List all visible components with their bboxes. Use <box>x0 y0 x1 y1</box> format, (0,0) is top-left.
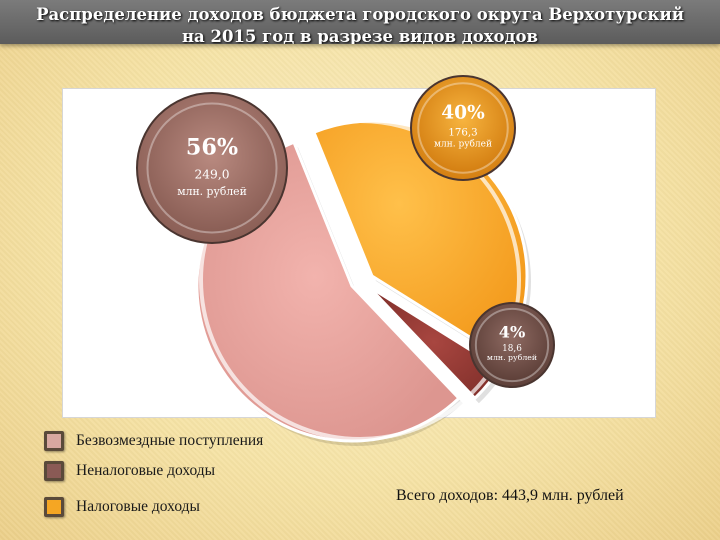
slice-percent-label: 40% <box>441 103 485 124</box>
legend-label: Безвозмездные поступления <box>76 432 264 449</box>
legend-swatch <box>44 431 64 451</box>
bubble-core <box>146 102 278 234</box>
slice-percent-label: 56% <box>186 135 238 161</box>
pie-slices <box>195 119 531 446</box>
slice-unit-label: млн. рублей <box>434 139 492 150</box>
title-bar: Распределение доходов бюджета городского… <box>0 0 720 44</box>
pie-rim <box>199 119 521 441</box>
bubble-core <box>417 82 509 174</box>
legend-swatch <box>44 461 64 481</box>
page-title: Распределение доходов бюджета городского… <box>36 5 684 44</box>
slice-value-label: 176,3 <box>448 127 477 138</box>
legend-label: Налоговые доходы <box>76 498 200 515</box>
legend-item-nontax: Неналоговые доходы <box>44 460 215 482</box>
legend-item-tax: Налоговые доходы <box>44 496 200 518</box>
legend-label: Неналоговые доходы <box>76 462 216 479</box>
slice-percent-label: 4% <box>499 322 526 341</box>
slice-value-label: 18,6 <box>502 344 522 354</box>
slice-value-label: 249,0 <box>194 168 229 182</box>
slice-label-bubble-0: 56% 249,0 млн. рублей <box>136 92 288 244</box>
bubble-core <box>474 307 550 383</box>
legend-item-grants: Безвозмездные поступления <box>44 430 263 452</box>
slice-unit-label: млн. рублей <box>177 185 247 198</box>
legend-swatch <box>44 497 64 517</box>
total-revenue-text: Всего доходов: 443,9 млн. рублей <box>396 487 624 504</box>
slice-unit-label: млн. рублей <box>487 353 537 362</box>
